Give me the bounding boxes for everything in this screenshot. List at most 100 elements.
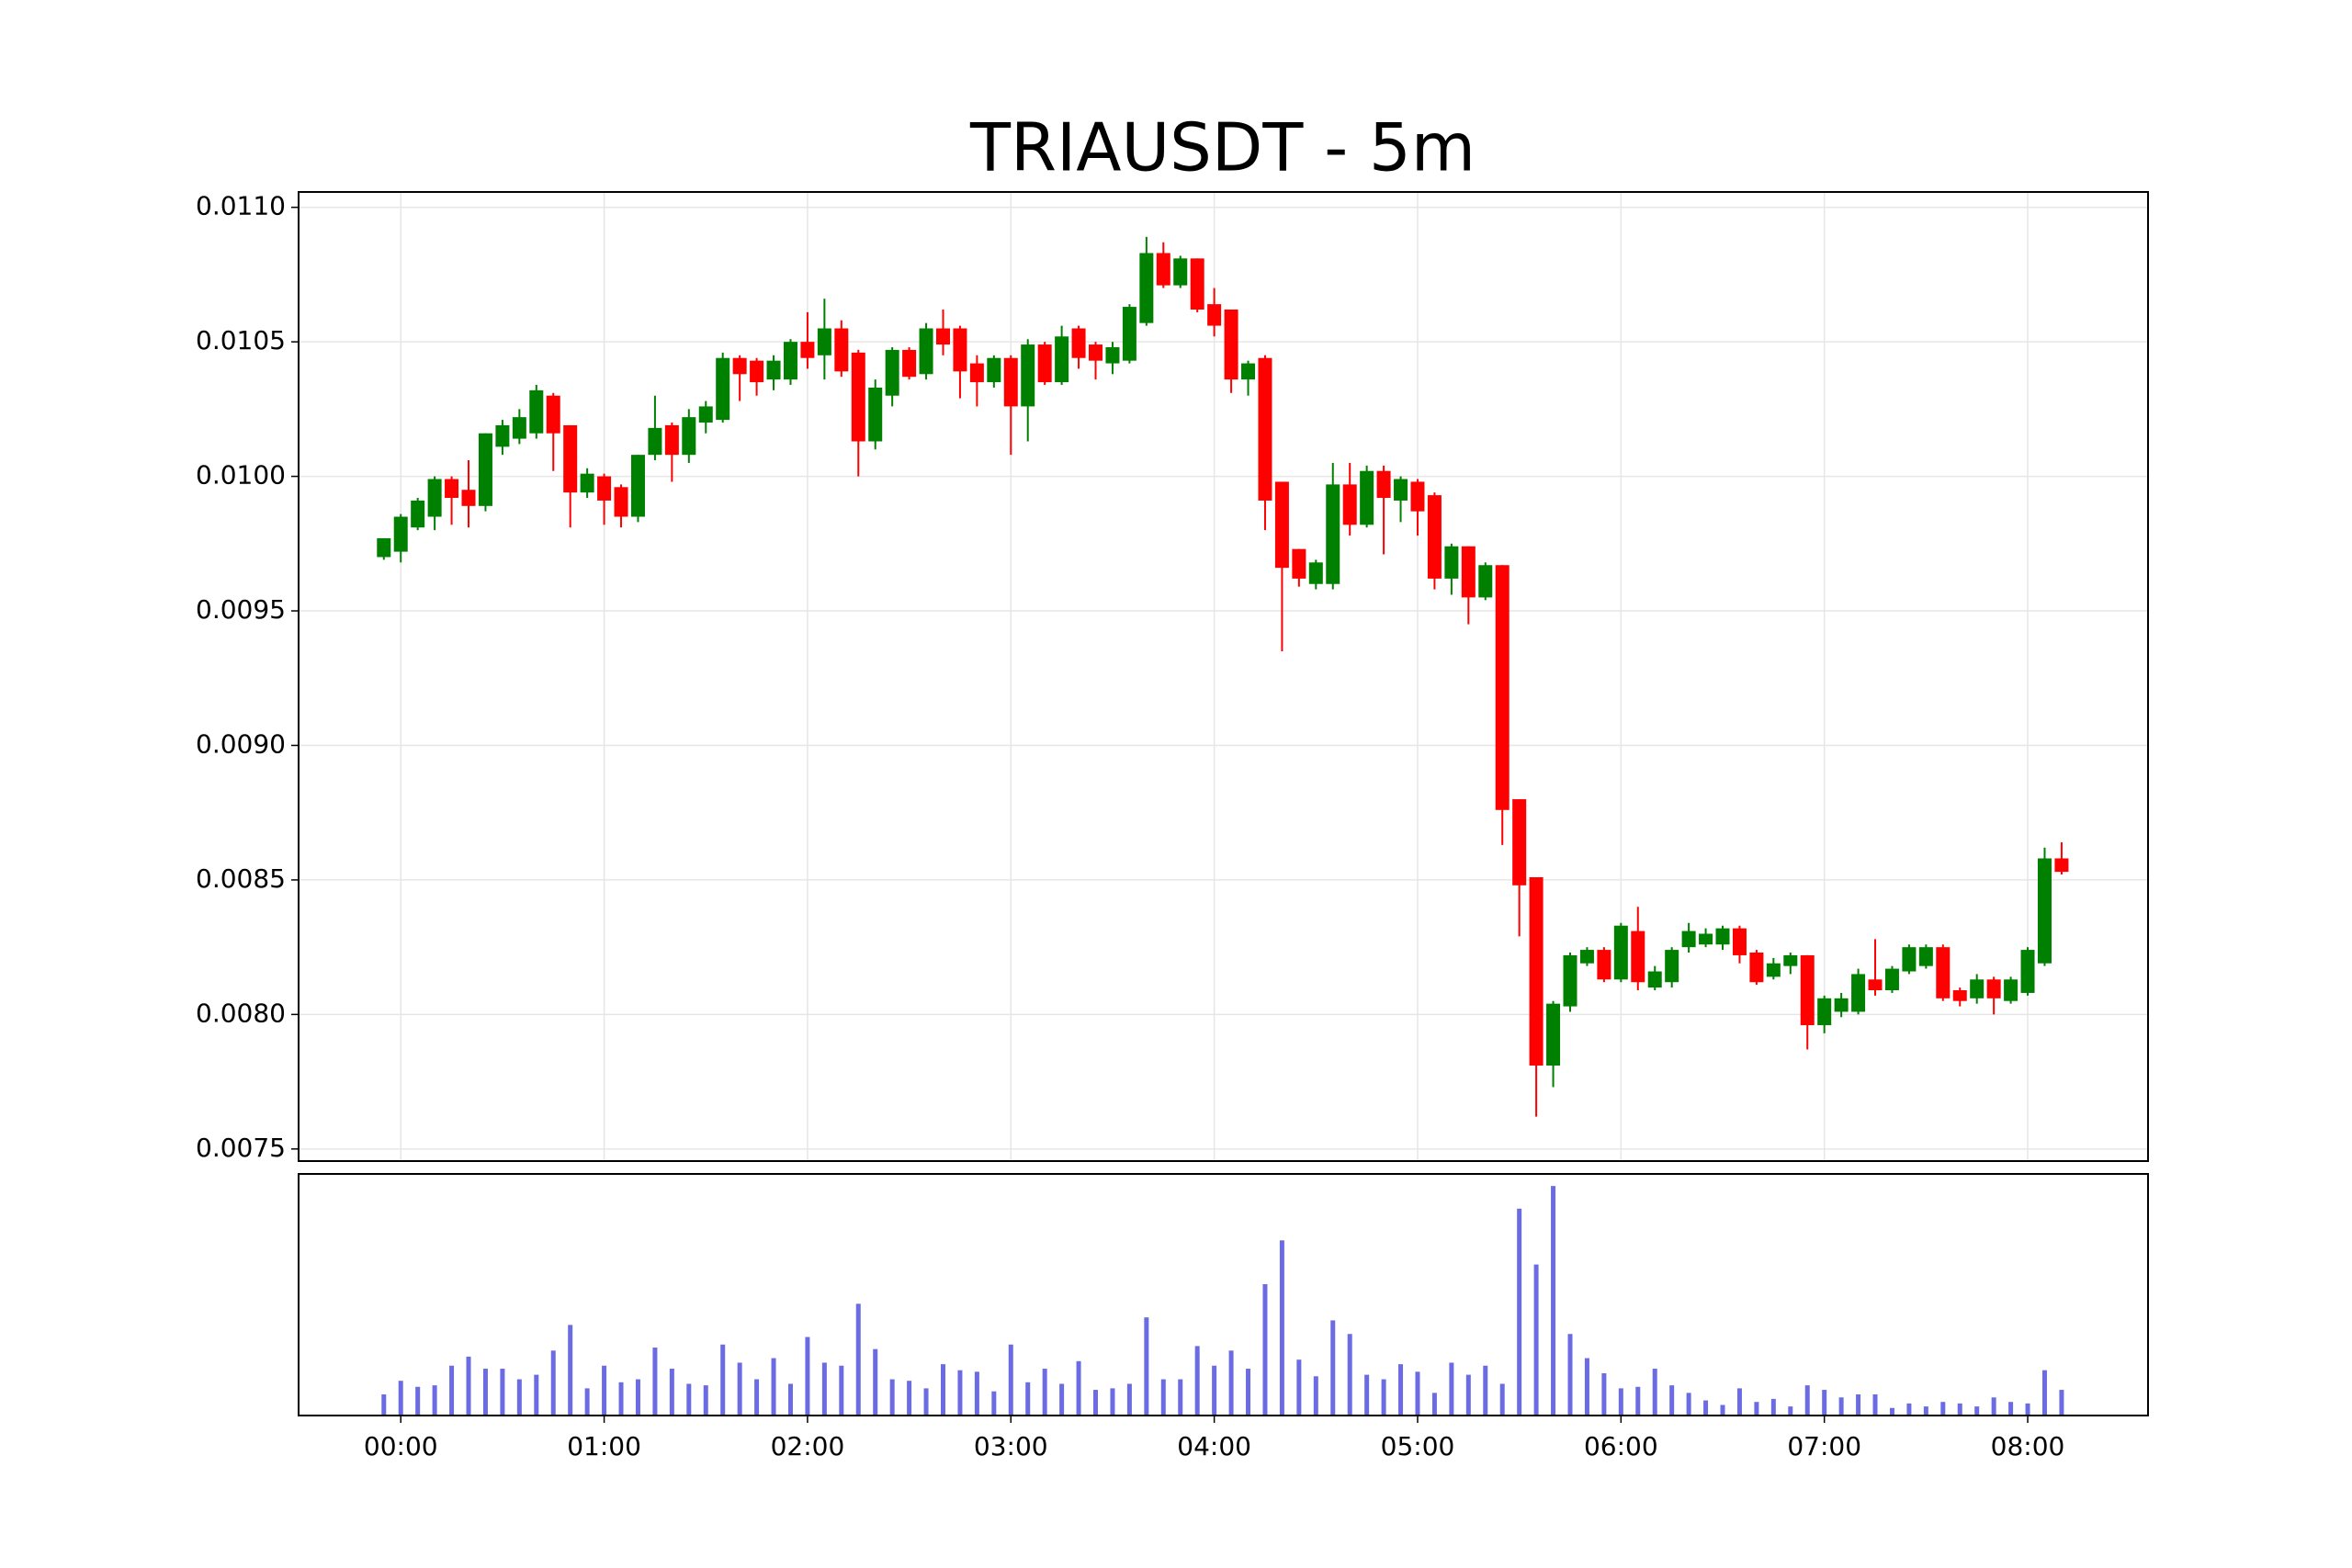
candle-body <box>2054 858 2069 873</box>
volume-bar <box>821 1362 827 1416</box>
volume-bar <box>703 1385 708 1416</box>
volume-bar <box>1940 1402 1946 1416</box>
volume-bar <box>923 1388 929 1416</box>
candle-body <box>1105 346 1120 364</box>
volume-bar <box>907 1381 912 1416</box>
candle-body <box>1817 998 1832 1026</box>
volume-bar <box>1533 1264 1539 1416</box>
candle-body <box>935 328 950 345</box>
candle-body <box>461 490 476 506</box>
volume-bar <box>1347 1334 1352 1416</box>
candle-body <box>868 387 883 442</box>
volume-bar <box>1228 1350 1234 1416</box>
volume-bar <box>1974 1406 1980 1416</box>
candle-body <box>817 328 831 355</box>
candle-body <box>1613 925 1628 980</box>
candle-body <box>1089 344 1103 361</box>
candle-body <box>1563 954 1577 1007</box>
volume-bar <box>1262 1283 1268 1416</box>
candle-body <box>1918 947 1933 966</box>
volume-bar <box>855 1303 861 1416</box>
candle-body <box>1546 1003 1561 1066</box>
candle-body <box>1037 344 1052 383</box>
candle-body <box>1326 484 1340 584</box>
candle-body <box>512 417 526 439</box>
candle-body <box>1394 479 1408 501</box>
volume-bar <box>635 1379 640 1416</box>
candle-body <box>1868 979 1883 991</box>
volume-bar <box>602 1365 607 1416</box>
volume-bar <box>1178 1379 1183 1416</box>
volume-bar <box>1126 1383 1132 1416</box>
volume-bar <box>1246 1369 1251 1416</box>
candle-body <box>750 360 764 383</box>
volume-bar <box>873 1348 878 1416</box>
volume-bar <box>652 1348 658 1416</box>
volume-bar <box>1601 1372 1607 1416</box>
price-panel-frame <box>298 191 2149 1162</box>
volume-bar <box>1736 1388 1742 1416</box>
volume-bar <box>1415 1371 1420 1416</box>
x-tick-label: 07:00 <box>1787 1431 1861 1461</box>
volume-bar <box>1330 1320 1336 1416</box>
volume-bar <box>1923 1406 1928 1416</box>
volume-bar <box>771 1358 776 1416</box>
candle-body <box>1936 947 1951 998</box>
volume-bar <box>754 1379 760 1416</box>
candle-body <box>1292 548 1306 579</box>
y-tick-label: 0.0090 <box>196 728 286 759</box>
volume-bar <box>1296 1359 1302 1416</box>
volume-bar <box>398 1381 403 1416</box>
volume-bar <box>1212 1365 1217 1416</box>
candle-body <box>1190 258 1204 310</box>
volume-bar <box>466 1356 471 1416</box>
volume-bar <box>415 1386 421 1416</box>
y-tick-label: 0.0075 <box>196 1133 286 1163</box>
candle-body <box>1410 481 1425 512</box>
volume-bar <box>1635 1386 1641 1416</box>
volume-bar <box>2025 1403 2030 1416</box>
candle-body <box>885 349 899 396</box>
candle-body <box>2020 950 2035 993</box>
volume-bar <box>1686 1393 1691 1416</box>
volume-bar <box>1465 1374 1471 1416</box>
candle-body <box>1681 931 1696 948</box>
volume-bar <box>1788 1406 1793 1416</box>
candle-body <box>1834 998 1849 1012</box>
volume-bar <box>1618 1388 1623 1416</box>
x-tick-label: 03:00 <box>974 1431 1048 1461</box>
y-tick-label: 0.0080 <box>196 998 286 1028</box>
volume-bar <box>787 1383 793 1416</box>
y-tick-label: 0.0095 <box>196 594 286 625</box>
candle-body <box>546 395 560 434</box>
candle-body <box>1579 950 1594 964</box>
volume-bar <box>1431 1393 1437 1416</box>
y-tick-label: 0.0105 <box>196 325 286 355</box>
volume-bar <box>2041 1370 2047 1416</box>
volume-bar <box>720 1344 726 1416</box>
volume-bar <box>1364 1374 1370 1416</box>
y-tick-label: 0.0110 <box>196 191 286 221</box>
candle-body <box>597 476 612 501</box>
candle-body <box>851 352 865 442</box>
volume-bar <box>1804 1385 1810 1416</box>
candle-body <box>445 479 459 499</box>
candle-body <box>1699 933 1713 945</box>
volume-bar <box>991 1391 997 1416</box>
candle-body <box>1139 253 1154 323</box>
candle-body <box>1224 309 1238 380</box>
volume-bar <box>2059 1390 2064 1416</box>
candle-body <box>1647 971 1662 988</box>
volume-bar <box>2008 1402 2014 1416</box>
candle-body <box>478 433 492 506</box>
candle-body <box>1529 876 1544 1066</box>
volume-bar <box>482 1369 488 1416</box>
candle-body <box>1902 947 1917 972</box>
candle-body <box>1122 307 1136 361</box>
candle-body <box>1665 950 1679 983</box>
candle-body <box>1597 950 1611 980</box>
volume-bar <box>974 1371 979 1416</box>
candle-body <box>919 328 933 375</box>
